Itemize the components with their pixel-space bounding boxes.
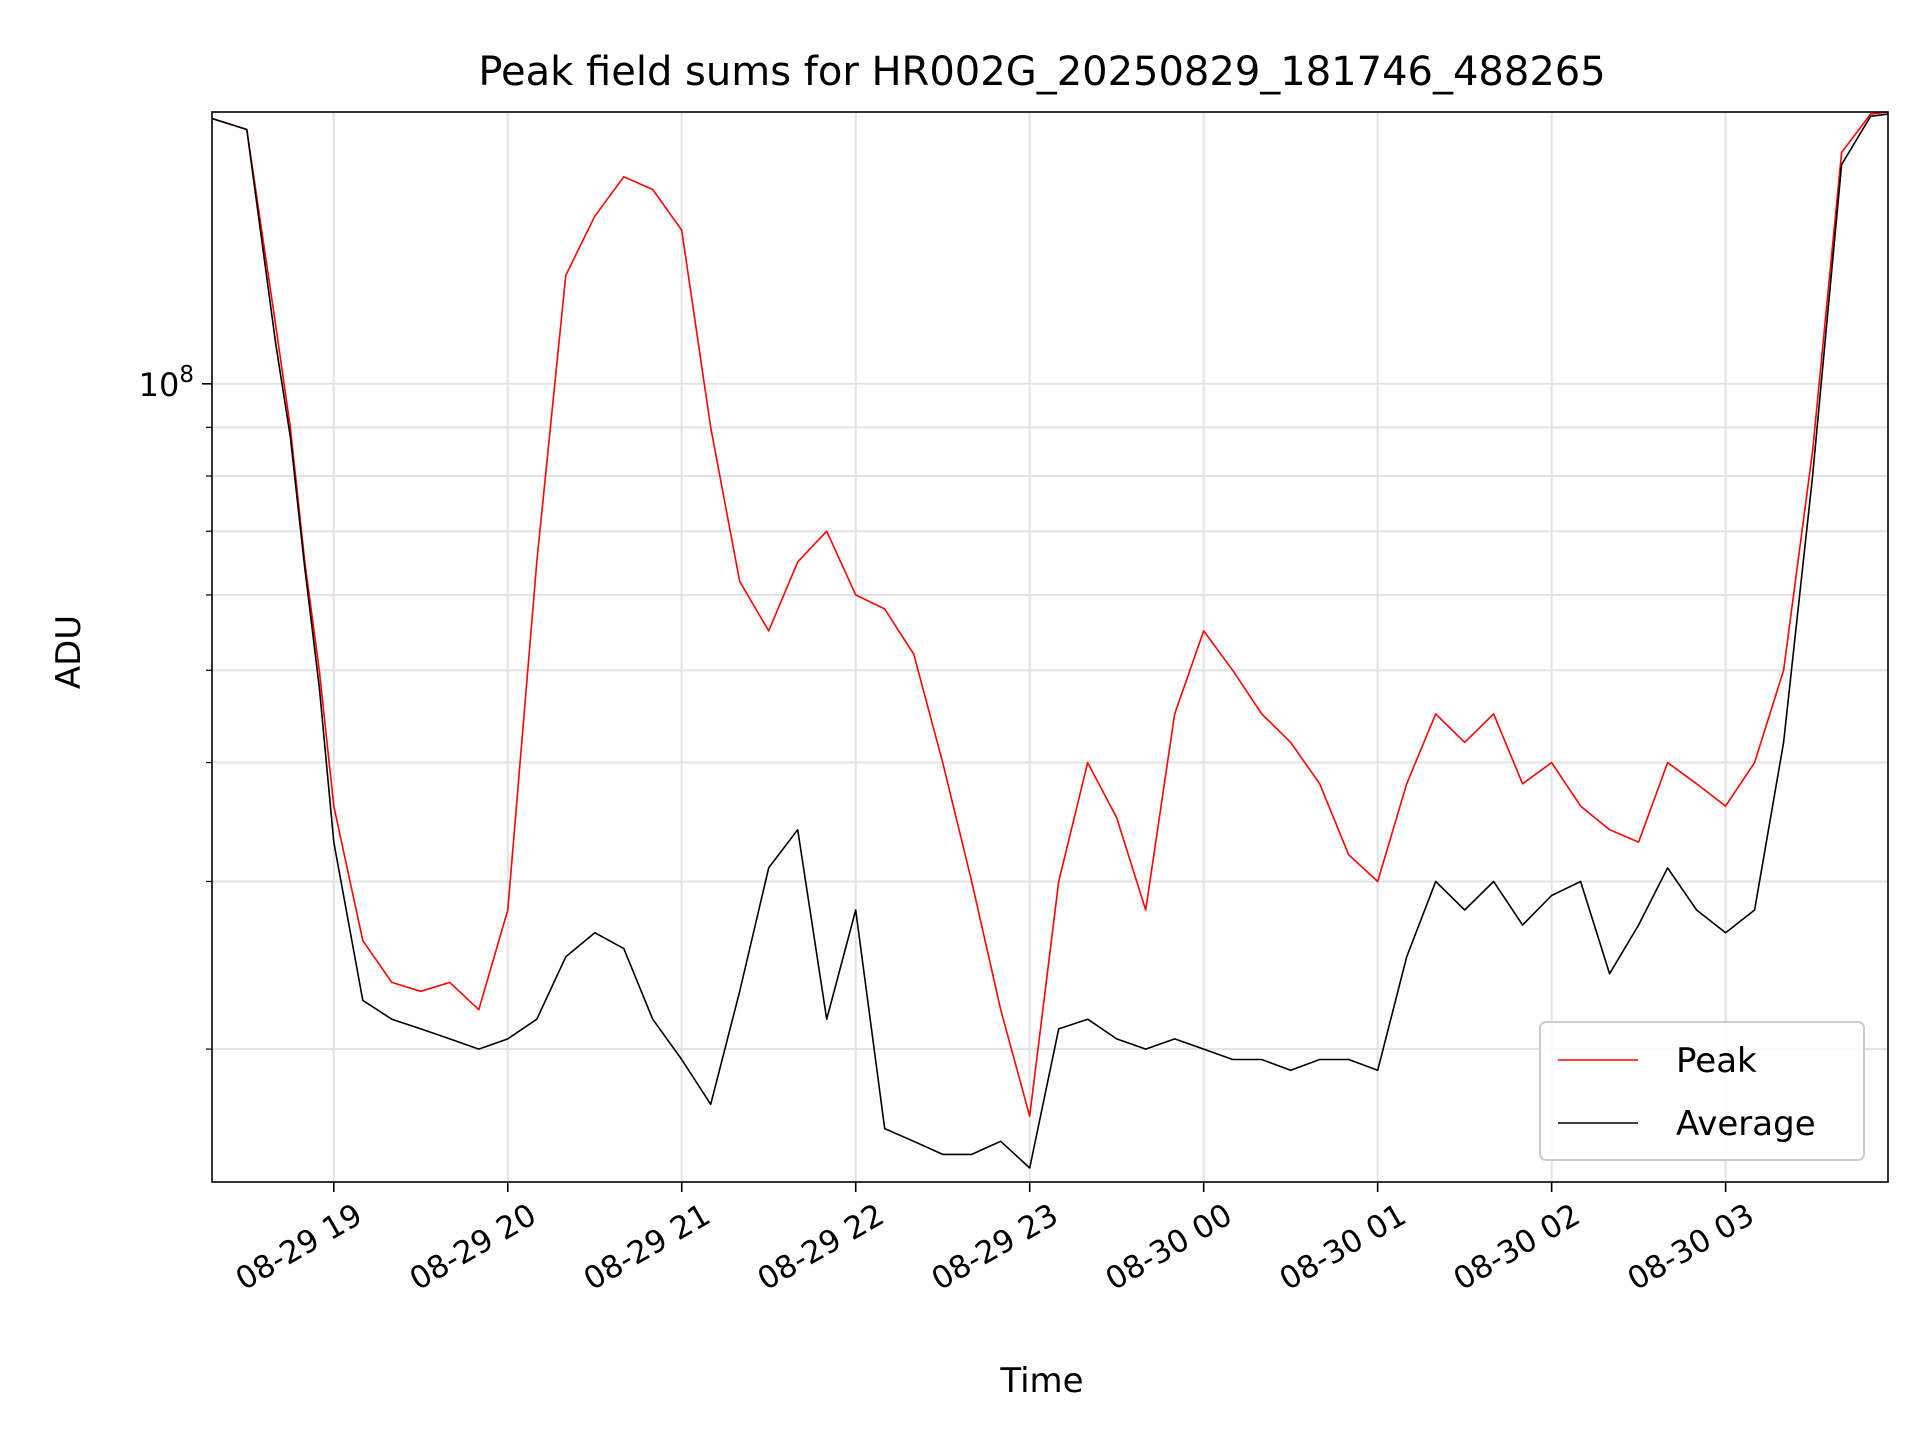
y-axis: 108 xyxy=(139,362,212,1050)
y-axis-label: ADU xyxy=(49,615,89,689)
legend-box xyxy=(1539,1021,1865,1161)
grid-layer xyxy=(212,112,1888,1182)
series-line-average xyxy=(212,114,1888,1168)
legend-label-peak: Peak xyxy=(1676,1041,1757,1081)
y-tick-label: 108 xyxy=(139,362,194,404)
legend: Peak Average xyxy=(1539,1021,1865,1161)
series-layer xyxy=(212,112,1888,1168)
legend-label-average: Average xyxy=(1676,1104,1816,1144)
x-axis-label: Time xyxy=(999,1361,1083,1401)
chart-title: Peak field sums for HR002G_20250829_1817… xyxy=(478,49,1605,95)
plot-frame xyxy=(211,111,1889,1183)
series-line-peak xyxy=(212,112,1888,1116)
